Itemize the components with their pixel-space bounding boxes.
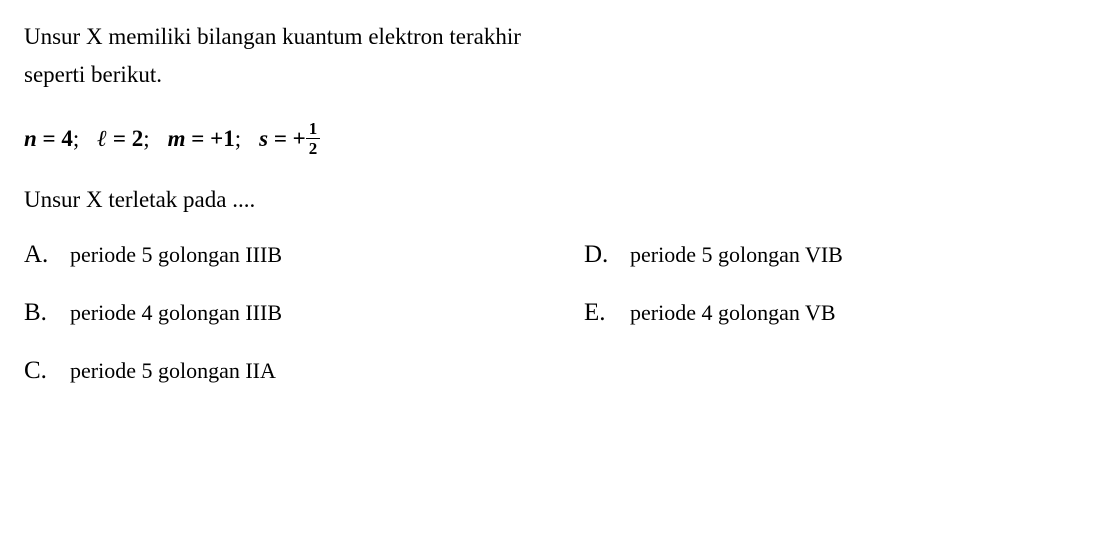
option-d-letter: D.	[584, 241, 614, 269]
var-s: s	[259, 126, 268, 151]
question-prompt: Unsur X terletak pada ....	[24, 187, 1082, 213]
option-e-letter: E.	[584, 299, 614, 327]
var-l: ℓ	[97, 126, 107, 151]
fraction-denominator: 2	[306, 139, 321, 157]
val-s: = +	[268, 126, 306, 151]
sep-3: ;	[235, 126, 241, 151]
var-n: n	[24, 126, 37, 151]
option-b[interactable]: B. periode 4 golongan IIIB	[24, 299, 584, 327]
option-a[interactable]: A. periode 5 golongan IIIB	[24, 241, 584, 269]
fraction-half: 12	[306, 120, 321, 157]
option-b-text: periode 4 golongan IIIB	[70, 300, 282, 326]
option-a-text: periode 5 golongan IIIB	[70, 242, 282, 268]
question-stem: Unsur X memiliki bilangan kuantum elektr…	[24, 18, 1082, 94]
sep-1: ;	[73, 126, 79, 151]
val-n: = 4	[37, 126, 73, 151]
option-c-letter: C.	[24, 357, 54, 385]
question-line-1: Unsur X memiliki bilangan kuantum elektr…	[24, 24, 521, 49]
option-c[interactable]: C. periode 5 golongan IIA	[24, 357, 584, 385]
option-d-text: periode 5 golongan VIB	[630, 242, 843, 268]
option-b-letter: B.	[24, 299, 54, 327]
val-l: = 2	[107, 126, 143, 151]
var-m: m	[168, 126, 186, 151]
question-line-2: seperti berikut.	[24, 62, 162, 87]
sep-2: ;	[143, 126, 149, 151]
answer-options: A. periode 5 golongan IIIB D. periode 5 …	[24, 241, 1082, 385]
option-d[interactable]: D. periode 5 golongan VIB	[584, 241, 1082, 269]
val-m: = +1	[186, 126, 235, 151]
option-a-letter: A.	[24, 241, 54, 269]
option-e[interactable]: E. periode 4 golongan VB	[584, 299, 1082, 327]
option-c-text: periode 5 golongan IIA	[70, 358, 276, 384]
fraction-numerator: 1	[306, 120, 321, 139]
option-e-text: periode 4 golongan VB	[630, 300, 836, 326]
quantum-equation: n = 4;ℓ = 2;m = +1;s = +12	[24, 122, 1082, 159]
